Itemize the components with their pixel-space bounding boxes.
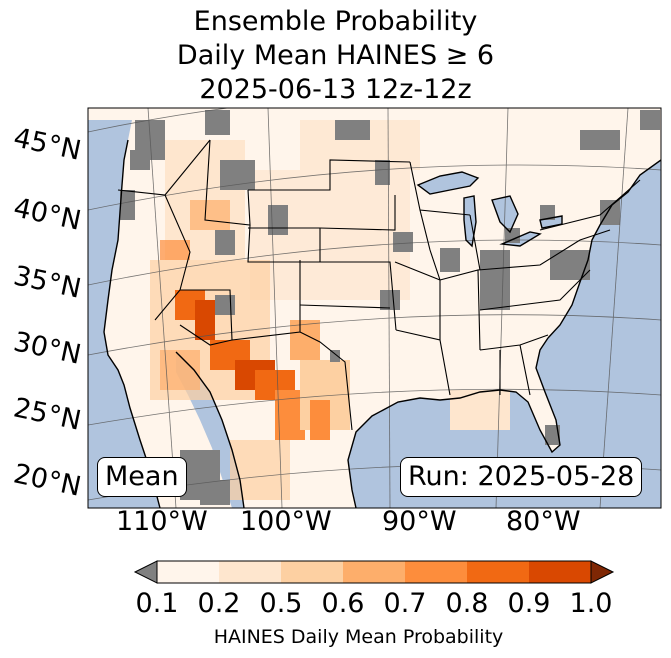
coastlines	[103, 139, 661, 508]
colorbar-tick-0.6: 0.6	[321, 588, 365, 619]
state-boundaries	[117, 139, 641, 431]
colorbar-segment	[405, 561, 468, 583]
title-line-3: 2025-06-13 12z-12z	[199, 74, 472, 105]
colorbar-segment	[467, 561, 530, 583]
lon-label-80w: 80°W	[506, 506, 581, 537]
colorbar-under-arrow	[133, 560, 158, 584]
map-frame	[87, 107, 662, 509]
graticule	[88, 108, 661, 508]
colorbar-segment	[343, 561, 406, 583]
colorbar-tick-0.7: 0.7	[383, 588, 427, 619]
colorbar-segment	[157, 561, 220, 583]
missing-data-patches	[120, 110, 660, 505]
colorbar-over-arrow	[590, 560, 615, 584]
colorbar-outline	[156, 560, 592, 584]
lon-label-110w: 110°W	[116, 506, 208, 537]
lon-label-90w: 90°W	[382, 506, 457, 537]
mean-label-box: Mean	[97, 457, 187, 497]
colorbar-tick-0.9: 0.9	[507, 588, 551, 619]
pacific-south	[88, 120, 160, 508]
colorbar-segment	[281, 561, 344, 583]
colorbar-tick-0.1: 0.1	[135, 588, 179, 619]
lon-label-100w: 100°W	[240, 506, 332, 537]
colorbar-tick-0.8: 0.8	[445, 588, 489, 619]
colorbar-segments	[157, 561, 592, 583]
colorbar-tick-1.0: 1.0	[569, 588, 613, 619]
lake-superior	[418, 172, 478, 194]
colorbar-tick-0.2: 0.2	[197, 588, 241, 619]
run-date-box: Run: 2025-05-28	[400, 457, 643, 497]
colorbar-tick-0.5: 0.5	[259, 588, 303, 619]
colorbar-segment	[529, 561, 592, 583]
title-line-1: Ensemble Probability	[193, 6, 478, 37]
title-line-2: Daily Mean HAINES ≥ 6	[176, 40, 495, 71]
colorbar-label: HAINES Daily Mean Probability	[213, 626, 504, 648]
colorbar-segment	[219, 561, 282, 583]
